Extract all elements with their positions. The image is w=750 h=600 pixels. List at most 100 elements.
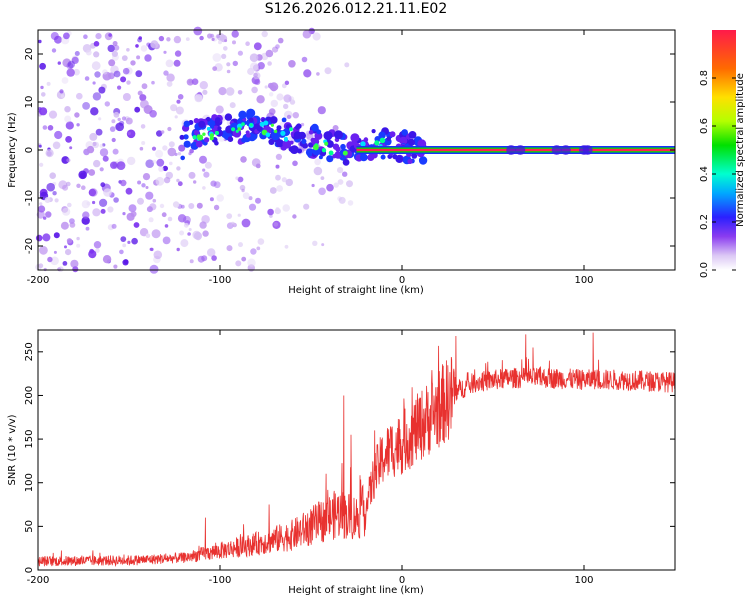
spectrogram-cell [151, 229, 161, 239]
spectrogram-cell [121, 116, 127, 121]
spectrogram-cell [199, 155, 207, 164]
spectrogram-ridge-cell [183, 134, 189, 140]
spectrogram-cell [231, 30, 239, 38]
spectrogram-ridge-cell [408, 131, 417, 139]
spectrogram-cell [226, 245, 233, 252]
spectrogram-cell [153, 250, 163, 260]
ridge-blob [582, 145, 593, 155]
spectrogram-cell [229, 102, 236, 109]
spectrogram-cell [269, 82, 279, 92]
colorbar: 0.0 0.2 0.4 0.6 0.8 Normalized spectral ampl… [699, 30, 746, 278]
spectrogram-cell [210, 180, 217, 187]
snr-x-tick-label: 0 [399, 575, 405, 586]
spectrogram-ridge-cell [193, 118, 200, 124]
spectrogram-ridge-cell [270, 116, 278, 124]
colorbar-tick-label: 0.2 [699, 214, 710, 230]
spectrogram-ridge-cell [310, 123, 319, 132]
spectrogram-cell [247, 258, 256, 267]
spectrogram-cell [69, 146, 73, 150]
spectrogram-cell [275, 174, 281, 181]
spectrogram-ridge-peak [237, 127, 242, 131]
spectrogram-cell [218, 40, 222, 45]
spectrogram-ridge-cell [271, 131, 280, 141]
spectrogram-cell [113, 44, 120, 51]
spectrogram-cell [125, 117, 133, 125]
ridge-blob [506, 145, 517, 155]
spectrogram-cell [188, 228, 192, 231]
spectrogram-cell [82, 211, 90, 219]
spectrogram-cell [93, 241, 102, 249]
spectrogram-ridge-cell [198, 120, 206, 128]
spectrogram-cell [302, 29, 312, 39]
spectrogram-x-label: Height of straight line (km) [288, 285, 424, 296]
snr-background [38, 330, 675, 570]
spectrogram-cell [66, 62, 74, 70]
spectrogram-cell [128, 204, 137, 213]
spectrogram-cell [223, 46, 228, 51]
spectrogram-cell [250, 248, 257, 255]
spectrogram-cell [189, 259, 194, 264]
spectrogram-ridge-cell [281, 117, 287, 123]
spectrogram-ridge-cell [183, 140, 191, 148]
spectrogram-cell [241, 188, 245, 193]
spectrogram-ridge-cell [289, 145, 299, 155]
spectrogram-cell [196, 202, 203, 209]
spectrogram-cell [127, 240, 131, 244]
spectrogram-cell [113, 111, 120, 118]
spectrogram-cell [62, 207, 71, 216]
spectrogram-cell [125, 187, 133, 195]
spectrogram-cell [113, 264, 118, 269]
spectrogram-cell [312, 32, 321, 41]
spectrogram-ridge-cell [238, 110, 247, 120]
spectrogram-cell [53, 232, 60, 239]
spectrogram-ridge-cell [399, 136, 408, 145]
snr-y-tick-label: 50 [24, 520, 35, 533]
spectrogram-cell [63, 32, 70, 40]
spectrogram-cell [38, 144, 42, 148]
spectrogram-cell [137, 37, 143, 43]
spectrogram-cell [150, 40, 159, 49]
spectrogram-cell [117, 85, 122, 90]
spectrogram-ridge-peak [342, 150, 348, 156]
spectrogram-cell [67, 60, 76, 69]
spectrogram-cell [159, 203, 165, 209]
spectrogram-cell [50, 32, 59, 40]
spectrogram-cell [65, 121, 74, 130]
spectrogram-cell [321, 243, 325, 247]
spectrogram-ridge-cell [411, 153, 418, 159]
spectrogram-cell [90, 107, 99, 116]
spectrogram-cell [113, 197, 119, 203]
spectrogram-cell [212, 53, 222, 62]
spectrogram-cell [149, 203, 157, 211]
spectrogram-cell [140, 99, 149, 109]
spectrogram-ridge-peak [313, 144, 319, 151]
spectrogram-cell [120, 76, 127, 83]
spectrogram-cell [122, 93, 131, 101]
ridge-blob [515, 145, 526, 155]
spectrogram-cell [52, 191, 57, 196]
spectrogram-cell [160, 130, 165, 134]
spectrogram-cell [145, 186, 149, 189]
spectrogram-ridge-cell [318, 155, 323, 160]
spectrogram-cell [314, 158, 321, 166]
spectrogram-ridge-peak [270, 123, 274, 127]
spectrogram-cell [66, 158, 71, 163]
spectrogram-cell [148, 217, 154, 223]
spectrogram-cell [89, 132, 98, 141]
spectrogram-ridge-peak [235, 129, 239, 133]
spectrogram-cell [166, 73, 175, 82]
spectrogram-y-tick-label: 20 [24, 48, 35, 61]
spectrogram-y-ticks: -20 -10 0 10 20 [24, 48, 675, 254]
spectrogram-cell [38, 263, 44, 269]
spectrogram-cell [76, 92, 83, 100]
spectrogram-cell [112, 41, 118, 46]
spectrogram-cell [167, 216, 173, 222]
spectrogram-cell [317, 106, 326, 115]
spectrogram-y-tick-label: 0 [24, 147, 35, 153]
snr-y-tick-label: 150 [24, 430, 35, 449]
spectrogram-ridge-cell [378, 131, 386, 139]
spectrogram-cell [275, 153, 282, 160]
spectrogram-cell [283, 94, 292, 103]
spectrogram-cell [174, 50, 182, 57]
spectrogram-cell [224, 39, 228, 43]
